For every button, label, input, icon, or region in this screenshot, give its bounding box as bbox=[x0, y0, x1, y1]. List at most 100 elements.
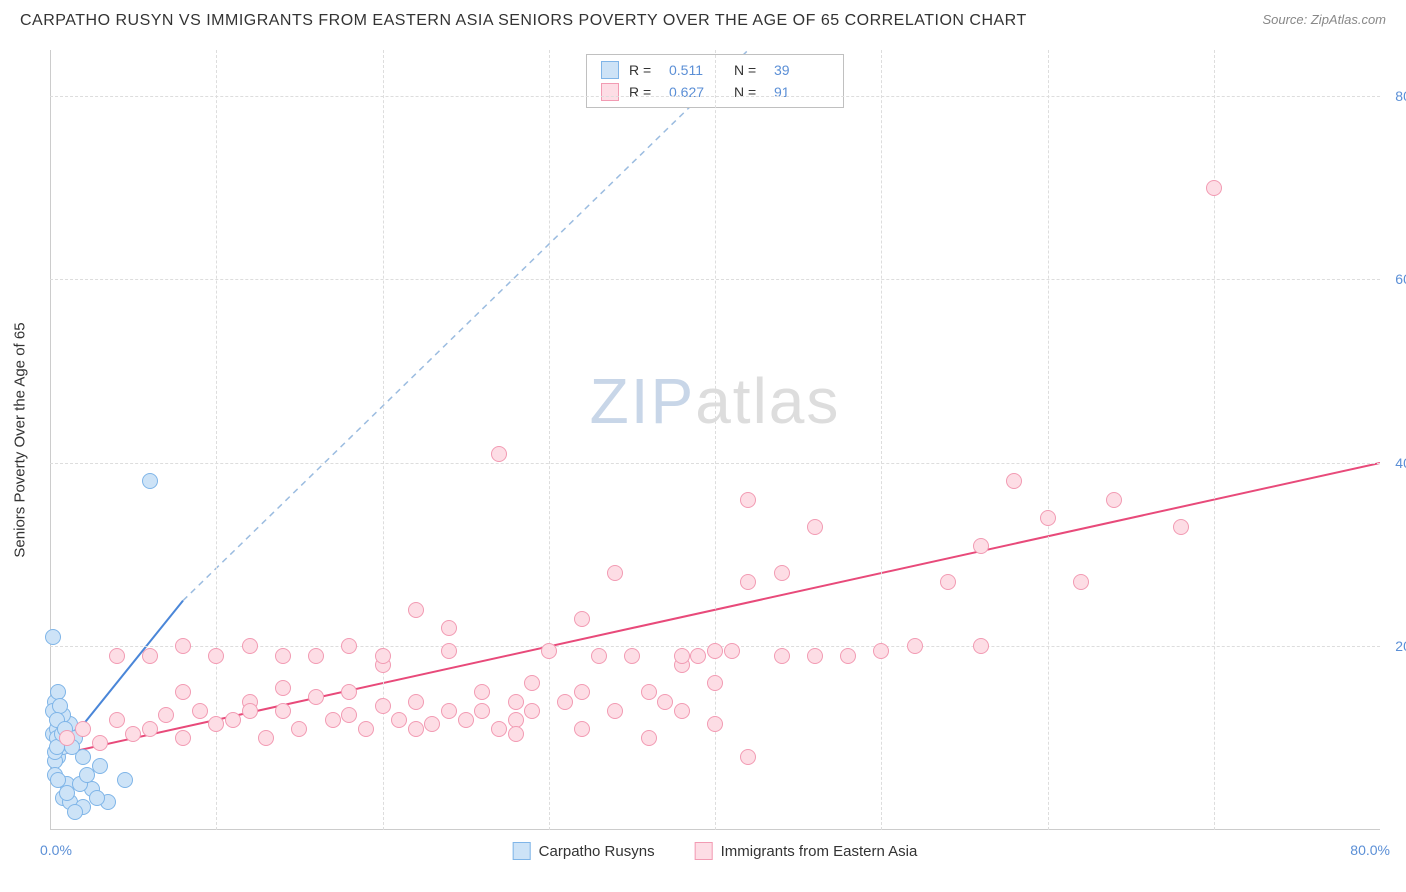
data-point-eastern_asia bbox=[724, 643, 740, 659]
data-point-eastern_asia bbox=[208, 716, 224, 732]
data-point-eastern_asia bbox=[774, 648, 790, 664]
data-point-eastern_asia bbox=[408, 721, 424, 737]
data-point-eastern_asia bbox=[557, 694, 573, 710]
data-point-eastern_asia bbox=[458, 712, 474, 728]
chart-title: CARPATHO RUSYN VS IMMIGRANTS FROM EASTER… bbox=[20, 12, 1027, 30]
plot-area: ZIPatlas R =0.511N =39R =0.627N =91 20.0… bbox=[50, 50, 1380, 830]
gridline-v bbox=[715, 50, 716, 830]
y-tick-label: 60.0% bbox=[1395, 271, 1406, 287]
swatch-icon bbox=[513, 842, 531, 860]
data-point-eastern_asia bbox=[242, 638, 258, 654]
data-point-eastern_asia bbox=[408, 694, 424, 710]
data-point-eastern_asia bbox=[424, 716, 440, 732]
data-point-eastern_asia bbox=[973, 538, 989, 554]
source-label: Source: ZipAtlas.com bbox=[1262, 12, 1386, 27]
data-point-eastern_asia bbox=[441, 643, 457, 659]
data-point-eastern_asia bbox=[109, 712, 125, 728]
data-point-eastern_asia bbox=[75, 721, 91, 737]
data-point-eastern_asia bbox=[275, 648, 291, 664]
data-point-eastern_asia bbox=[341, 684, 357, 700]
data-point-eastern_asia bbox=[341, 707, 357, 723]
data-point-eastern_asia bbox=[840, 648, 856, 664]
swatch-icon bbox=[695, 842, 713, 860]
data-point-eastern_asia bbox=[275, 703, 291, 719]
n-value: 91 bbox=[774, 84, 829, 100]
data-point-eastern_asia bbox=[158, 707, 174, 723]
data-point-eastern_asia bbox=[1173, 519, 1189, 535]
n-label: N = bbox=[734, 62, 764, 78]
data-point-eastern_asia bbox=[707, 716, 723, 732]
data-point-eastern_asia bbox=[574, 611, 590, 627]
n-value: 39 bbox=[774, 62, 829, 78]
data-point-eastern_asia bbox=[508, 694, 524, 710]
trend-line-dashed-carpatho bbox=[183, 50, 748, 601]
data-point-eastern_asia bbox=[574, 684, 590, 700]
gridline-v bbox=[216, 50, 217, 830]
data-point-eastern_asia bbox=[59, 730, 75, 746]
y-tick-label: 40.0% bbox=[1395, 455, 1406, 471]
data-point-eastern_asia bbox=[707, 675, 723, 691]
r-label: R = bbox=[629, 84, 659, 100]
n-label: N = bbox=[734, 84, 764, 100]
swatch-icon bbox=[601, 61, 619, 79]
data-point-eastern_asia bbox=[308, 689, 324, 705]
data-point-eastern_asia bbox=[541, 643, 557, 659]
data-point-eastern_asia bbox=[641, 684, 657, 700]
r-label: R = bbox=[629, 62, 659, 78]
chart-container: Seniors Poverty Over the Age of 65 ZIPat… bbox=[50, 50, 1380, 830]
data-point-eastern_asia bbox=[341, 638, 357, 654]
data-point-eastern_asia bbox=[375, 698, 391, 714]
data-point-eastern_asia bbox=[641, 730, 657, 746]
data-point-eastern_asia bbox=[358, 721, 374, 737]
legend-label: Carpatho Rusyns bbox=[539, 843, 655, 860]
data-point-carpatho bbox=[79, 767, 95, 783]
data-point-eastern_asia bbox=[907, 638, 923, 654]
data-point-eastern_asia bbox=[441, 703, 457, 719]
data-point-eastern_asia bbox=[408, 602, 424, 618]
data-point-eastern_asia bbox=[607, 703, 623, 719]
swatch-icon bbox=[601, 83, 619, 101]
legend: Carpatho Rusyns Immigrants from Eastern A… bbox=[513, 842, 918, 860]
gridline-v bbox=[881, 50, 882, 830]
data-point-eastern_asia bbox=[441, 620, 457, 636]
data-point-eastern_asia bbox=[225, 712, 241, 728]
y-tick-label: 80.0% bbox=[1395, 88, 1406, 104]
data-point-eastern_asia bbox=[175, 730, 191, 746]
data-point-eastern_asia bbox=[375, 648, 391, 664]
data-point-eastern_asia bbox=[142, 721, 158, 737]
gridline-v bbox=[1214, 50, 1215, 830]
data-point-eastern_asia bbox=[308, 648, 324, 664]
data-point-eastern_asia bbox=[491, 446, 507, 462]
data-point-eastern_asia bbox=[973, 638, 989, 654]
data-point-eastern_asia bbox=[807, 648, 823, 664]
data-point-eastern_asia bbox=[275, 680, 291, 696]
legend-item-eastern_asia: Immigrants from Eastern Asia bbox=[695, 842, 918, 860]
data-point-eastern_asia bbox=[109, 648, 125, 664]
data-point-eastern_asia bbox=[474, 684, 490, 700]
data-point-eastern_asia bbox=[607, 565, 623, 581]
gridline-v bbox=[549, 50, 550, 830]
data-point-carpatho bbox=[89, 790, 105, 806]
legend-label: Immigrants from Eastern Asia bbox=[721, 843, 918, 860]
data-point-eastern_asia bbox=[391, 712, 407, 728]
data-point-eastern_asia bbox=[524, 703, 540, 719]
data-point-eastern_asia bbox=[1040, 510, 1056, 526]
watermark-part2: atlas bbox=[695, 365, 840, 437]
data-point-eastern_asia bbox=[125, 726, 141, 742]
data-point-carpatho bbox=[92, 758, 108, 774]
data-point-eastern_asia bbox=[258, 730, 274, 746]
data-point-eastern_asia bbox=[1106, 492, 1122, 508]
legend-item-carpatho: Carpatho Rusyns bbox=[513, 842, 655, 860]
data-point-eastern_asia bbox=[740, 749, 756, 765]
data-point-eastern_asia bbox=[1073, 574, 1089, 590]
data-point-eastern_asia bbox=[690, 648, 706, 664]
data-point-eastern_asia bbox=[591, 648, 607, 664]
data-point-eastern_asia bbox=[740, 574, 756, 590]
data-point-eastern_asia bbox=[325, 712, 341, 728]
data-point-eastern_asia bbox=[291, 721, 307, 737]
y-axis-label: Seniors Poverty Over the Age of 65 bbox=[12, 322, 29, 557]
data-point-eastern_asia bbox=[92, 735, 108, 751]
data-point-eastern_asia bbox=[940, 574, 956, 590]
data-point-eastern_asia bbox=[674, 703, 690, 719]
data-point-eastern_asia bbox=[624, 648, 640, 664]
